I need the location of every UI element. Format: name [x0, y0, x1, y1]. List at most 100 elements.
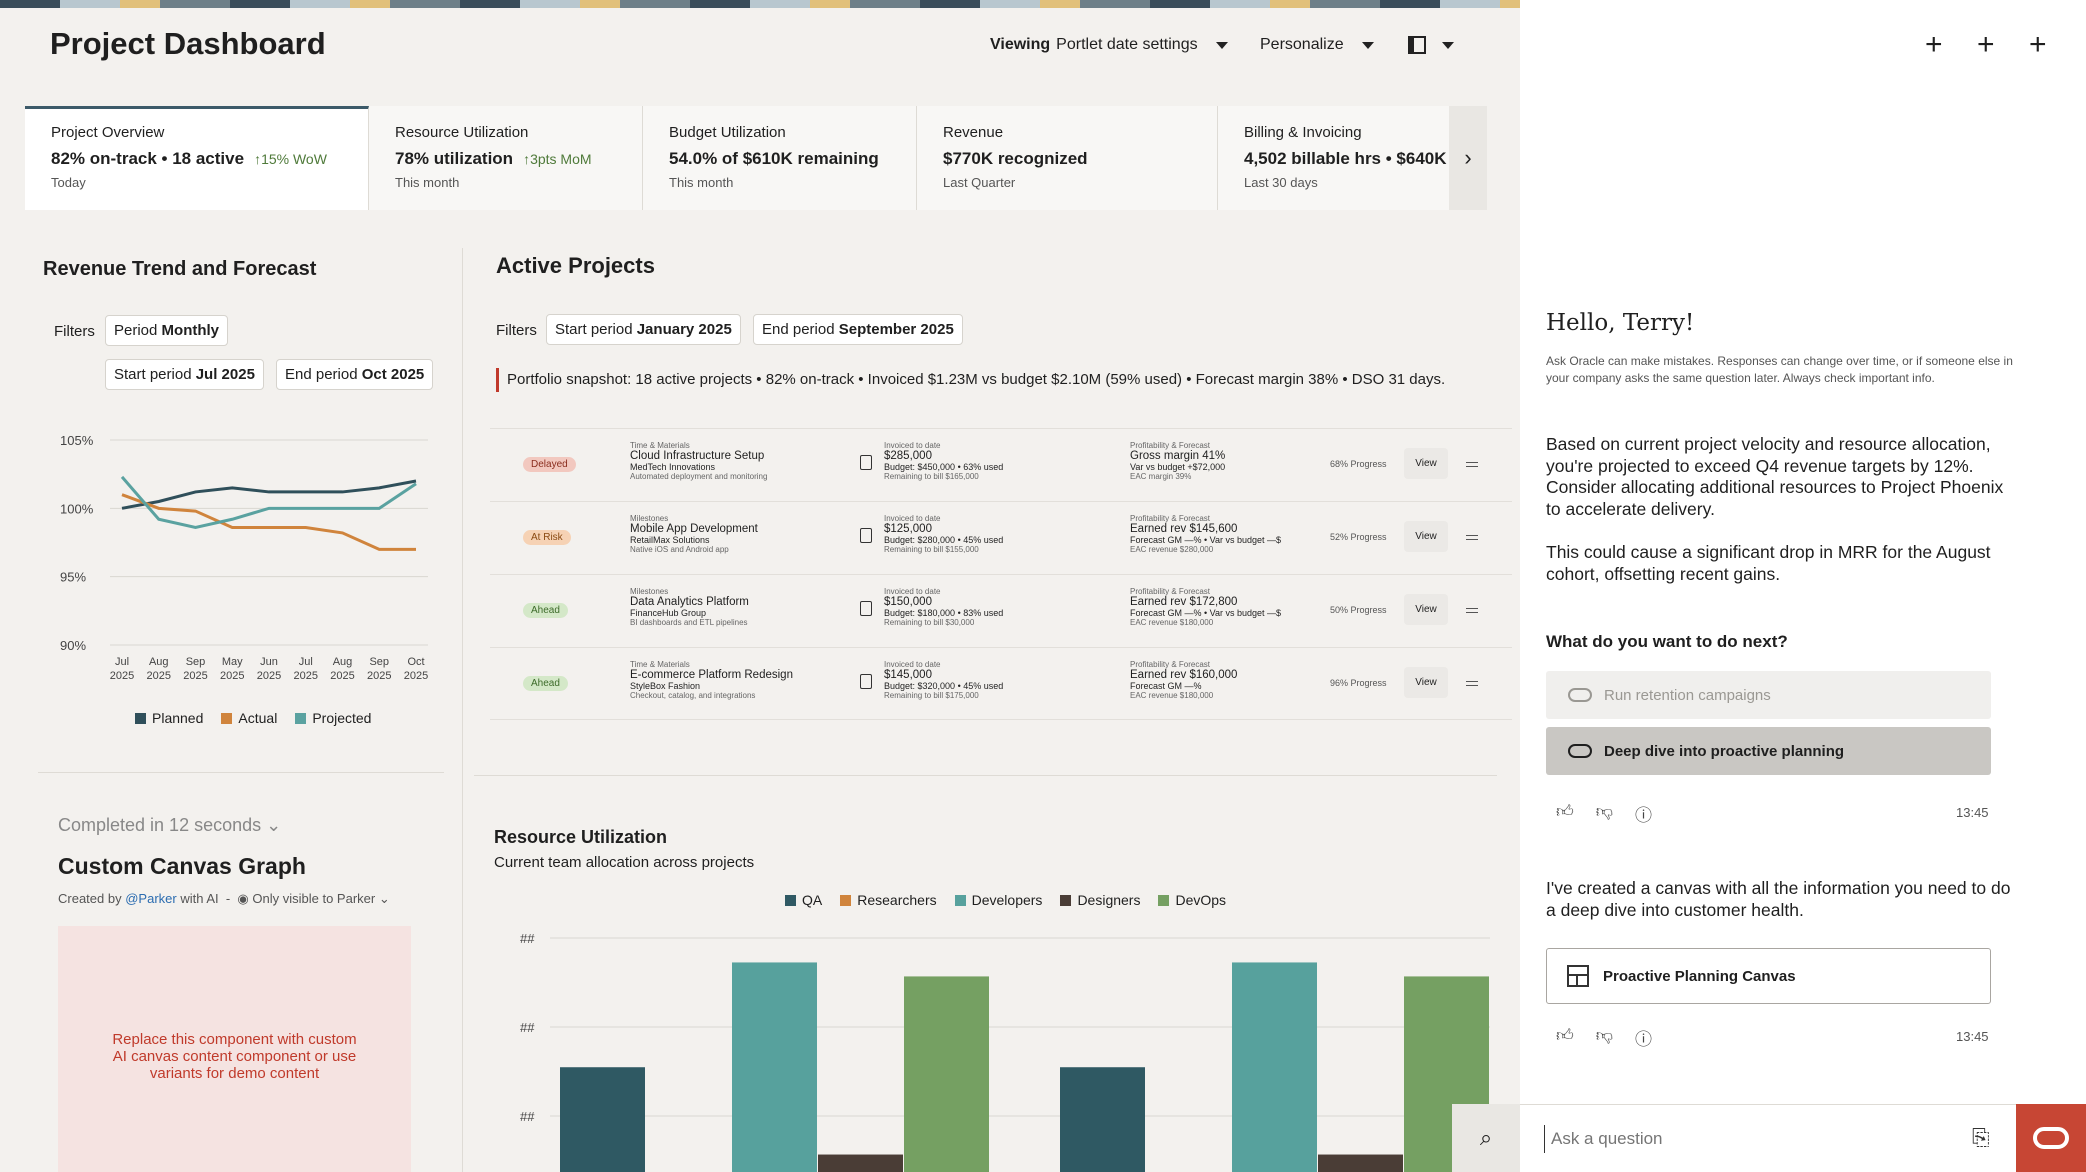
personalize-dropdown[interactable]: Personalize [1260, 36, 1374, 54]
tab-budget-utilization[interactable]: Budget Utilization 54.0% of $610K remain… [643, 106, 917, 210]
kpi-period: Last 30 days [1244, 175, 1318, 190]
chevron-down-icon[interactable]: ⌄ [378, 891, 390, 906]
search-icon[interactable]: ⌕ [1452, 1104, 1520, 1172]
revenue-line-chart: 105% 100% 95% 90% Jul 2025 Aug 2025 Sep 2025 May 20… [60, 433, 428, 682]
kpi-label: Billing & Invoicing [1244, 124, 1362, 141]
option-run-retention[interactable]: Run retention campaigns [1546, 671, 1991, 719]
invoice-info: Invoiced to date $285,000 Budget: $450,000… [884, 441, 1004, 481]
end-period-chip[interactable]: End period Oct 2025 [276, 359, 434, 390]
x-tick-label: Sep [186, 656, 206, 668]
canvas-meta: Created by @Parker with AI - ◉ Only visi… [58, 891, 390, 906]
eye-icon: ◉ [237, 891, 249, 906]
proactive-canvas-button[interactable]: Proactive Planning Canvas [1546, 948, 1991, 1004]
legend-projected: Projected [295, 710, 371, 726]
start-period-chip[interactable]: Start period Jul 2025 [105, 359, 264, 390]
period-filter-chip[interactable]: Period Monthly [105, 315, 229, 346]
menu-icon[interactable] [1466, 681, 1478, 686]
bar-developers [732, 962, 817, 1172]
thumbs-up-icon[interactable]: 👍︎ [1556, 1026, 1574, 1045]
creator-link[interactable]: @Parker [125, 891, 177, 906]
oracle-logo-button[interactable] [2016, 1104, 2086, 1172]
x-tick-label: 2025 [183, 670, 207, 682]
document-icon [860, 674, 872, 689]
x-tick-label: Aug [149, 656, 169, 668]
table-row: At Risk Milestones Mobile App Development… [490, 501, 1512, 574]
bar-designers [818, 1154, 903, 1172]
progress-label: 68% Progress [1330, 459, 1387, 469]
invoice-info: Invoiced to date $125,000 Budget: $280,000… [884, 514, 1004, 554]
document-icon [860, 601, 872, 616]
x-tick-label: May [222, 656, 243, 668]
projects-start-chip[interactable]: Start period January 2025 [546, 314, 741, 345]
menu-icon[interactable] [1466, 535, 1478, 540]
kpi-value: $770K recognized [943, 149, 1088, 168]
revenue-section-title: Revenue Trend and Forecast [43, 258, 317, 280]
progress-label: 52% Progress [1330, 532, 1387, 542]
progress-label: 96% Progress [1330, 678, 1387, 688]
view-button[interactable]: View [1404, 448, 1448, 479]
info-icon[interactable]: ⓘ [1635, 1030, 1653, 1049]
legend-qa: QA [785, 892, 822, 908]
kpi-label: Budget Utilization [669, 124, 786, 141]
kpi-value: 54.0% of $610K remaining [669, 149, 879, 168]
kpi-period: This month [669, 175, 734, 190]
project-info: Time & Materials Cloud Infrastructure Set… [630, 441, 768, 481]
tab-resource-utilization[interactable]: Resource Utilization 78% utilization ↑3pt… [369, 106, 643, 210]
bar-qa [560, 1067, 645, 1172]
thumbs-down-icon[interactable]: 👎︎ [1595, 802, 1614, 821]
tab-project-overview[interactable]: Project Overview 82% on-track • 18 activ… [25, 106, 369, 210]
plus-icon[interactable]: + [1977, 28, 1995, 61]
chevron-right-icon[interactable]: › [1449, 106, 1487, 210]
series-line-planned [121, 479, 417, 510]
projects-filters-label: Filters [496, 322, 537, 339]
resource-bar-chart: ## ## ## [520, 931, 1490, 1172]
plus-icon[interactable]: + [2029, 28, 2047, 61]
kpi-label: Revenue [943, 124, 1004, 141]
bar-qa [1060, 1067, 1145, 1172]
divider [474, 775, 1497, 776]
projects-table: Delayed Time & Materials Cloud Infrastruc… [490, 428, 1512, 720]
x-tick-label: Oct [407, 656, 424, 668]
feedback-row: 👍︎ 👎︎ ⓘ [1556, 1025, 1652, 1050]
projects-end-chip[interactable]: End period September 2025 [753, 314, 963, 345]
kpi-period: This month [395, 175, 460, 190]
feedback-row: 👍︎ 👎︎ ⓘ [1556, 801, 1652, 826]
view-button[interactable]: View [1404, 667, 1448, 698]
option-deep-dive[interactable]: Deep dive into proactive planning [1546, 727, 1991, 775]
legend-developers: Developers [954, 892, 1042, 908]
legend-planned: Planned [135, 710, 203, 726]
paperclip-icon[interactable]: ⎘ [1972, 1125, 1990, 1150]
progress-label: 50% Progress [1330, 605, 1387, 615]
invoice-info: Invoiced to date $145,000 Budget: $320,000… [884, 660, 1004, 700]
tab-revenue[interactable]: Revenue $770K recognized Last Quarter [917, 106, 1218, 210]
project-info: Time & Materials E-commerce Platform Rede… [630, 660, 793, 700]
kpi-label: Resource Utilization [395, 124, 529, 141]
legend-actual: Actual [221, 710, 277, 726]
viewing-dropdown[interactable]: Viewing Portlet date settings [990, 36, 1228, 54]
menu-icon[interactable] [1466, 608, 1478, 613]
x-tick-label: 2025 [220, 670, 244, 682]
thumbs-up-icon[interactable]: 👍︎ [1556, 802, 1574, 821]
ask-bar: ⎘ [1452, 1104, 2086, 1172]
tab-billing-invoicing[interactable]: Billing & Invoicing 4,502 billable hrs •… [1218, 106, 1449, 210]
ask-input[interactable] [1544, 1125, 1944, 1153]
completed-status[interactable]: Completed in 12 seconds ⌄ [58, 815, 282, 835]
resource-chart-subtitle: Current team allocation across projects [494, 854, 755, 871]
layout-grid-icon [1567, 965, 1589, 987]
layout-dropdown[interactable] [1408, 36, 1454, 54]
x-tick-label: 2025 [257, 670, 281, 682]
divider [38, 772, 444, 773]
plus-icon[interactable]: + [1925, 28, 1943, 61]
y-tick-label: ## [520, 1109, 535, 1124]
profit-info: Profitability & Forecast Earned rev $145,… [1130, 514, 1282, 554]
project-info: Milestones Data Analytics Platform Finance… [630, 587, 749, 627]
legend-researchers: Researchers [840, 892, 937, 908]
message-time: 13:45 [1956, 805, 1989, 820]
project-info: Milestones Mobile App Development RetailMa… [630, 514, 758, 554]
info-icon[interactable]: ⓘ [1635, 806, 1653, 825]
thumbs-down-icon[interactable]: 👎︎ [1595, 1026, 1614, 1045]
menu-icon[interactable] [1466, 462, 1478, 467]
view-button[interactable]: View [1404, 594, 1448, 625]
x-tick-label: Jul [115, 656, 129, 668]
view-button[interactable]: View [1404, 521, 1448, 552]
